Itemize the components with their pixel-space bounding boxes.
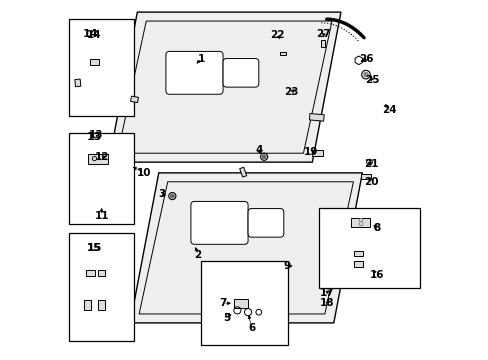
Bar [90, 59, 99, 65]
Bar [239, 167, 246, 177]
Text: 14: 14 [87, 30, 102, 40]
FancyBboxPatch shape [247, 208, 283, 237]
Bar [350, 219, 370, 227]
Text: 15: 15 [86, 243, 102, 253]
Bar [98, 270, 105, 275]
Text: 11: 11 [94, 211, 109, 221]
Bar [130, 96, 138, 103]
FancyBboxPatch shape [165, 51, 223, 94]
Bar [233, 299, 247, 308]
Polygon shape [130, 173, 362, 323]
Text: 12: 12 [94, 152, 109, 162]
Text: 27: 27 [316, 29, 330, 39]
Text: 8: 8 [357, 218, 363, 228]
Text: 13: 13 [86, 132, 102, 142]
FancyBboxPatch shape [318, 208, 419, 288]
Text: 26: 26 [358, 54, 372, 64]
Text: 22: 22 [269, 30, 284, 40]
Bar [320, 40, 325, 47]
Circle shape [262, 155, 265, 158]
Text: 9: 9 [283, 261, 290, 271]
Bar [280, 52, 285, 55]
Bar [360, 174, 370, 179]
Circle shape [363, 72, 367, 77]
FancyBboxPatch shape [69, 133, 134, 224]
Text: 13: 13 [89, 130, 103, 140]
Text: 2: 2 [194, 250, 201, 260]
Text: 14: 14 [83, 28, 99, 39]
FancyBboxPatch shape [69, 233, 134, 342]
Text: 7: 7 [219, 298, 226, 308]
Bar [88, 154, 108, 163]
Text: 19: 19 [303, 147, 317, 157]
Text: 4: 4 [255, 145, 262, 155]
Bar [354, 251, 363, 256]
Polygon shape [108, 12, 340, 162]
Text: 23: 23 [284, 87, 298, 98]
Bar [84, 300, 90, 310]
Bar [75, 79, 81, 87]
Circle shape [170, 194, 174, 198]
Bar [86, 270, 95, 276]
FancyBboxPatch shape [69, 18, 134, 116]
Text: 21: 21 [364, 159, 378, 169]
Text: 3: 3 [159, 189, 165, 199]
Text: 18: 18 [319, 298, 333, 308]
Text: 16: 16 [368, 270, 383, 280]
Text: 10: 10 [137, 168, 151, 178]
Text: 17: 17 [319, 288, 333, 297]
FancyBboxPatch shape [190, 202, 247, 244]
Text: 6: 6 [247, 323, 255, 333]
Text: 8: 8 [372, 223, 380, 233]
Bar [98, 300, 104, 310]
Text: 1: 1 [198, 54, 205, 64]
FancyBboxPatch shape [201, 261, 287, 345]
Text: 25: 25 [364, 75, 379, 85]
Bar [354, 261, 363, 267]
Text: 24: 24 [381, 105, 396, 115]
Text: 15: 15 [87, 243, 102, 253]
Text: 5: 5 [223, 312, 230, 323]
FancyBboxPatch shape [223, 59, 258, 87]
Text: 20: 20 [364, 177, 378, 187]
Bar [312, 150, 323, 157]
Bar [309, 113, 324, 121]
